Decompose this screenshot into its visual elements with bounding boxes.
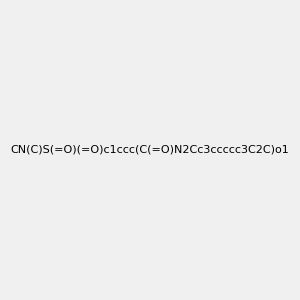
Text: CN(C)S(=O)(=O)c1ccc(C(=O)N2Cc3ccccc3C2C)o1: CN(C)S(=O)(=O)c1ccc(C(=O)N2Cc3ccccc3C2C)… — [11, 145, 290, 155]
